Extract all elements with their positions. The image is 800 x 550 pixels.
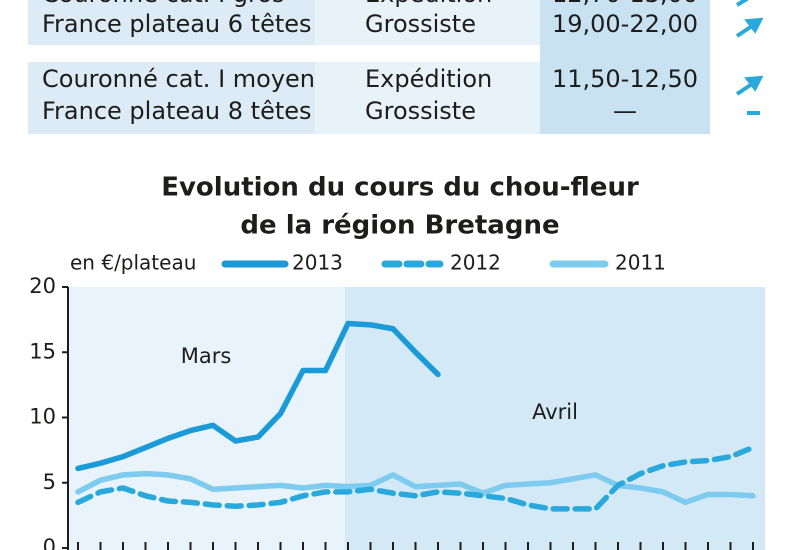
series-line [75,320,441,472]
table-cell: Expédition [365,65,492,93]
table-cell: Expédition [365,0,492,8]
table-cell: 19,00-22,00 [552,10,698,38]
table-cell: Couronné cat. I moyen [42,65,315,93]
y-tick-label: 0 [43,535,56,550]
chart-title: de la région Bretagne [240,211,559,241]
y-tick-label: 20 [29,274,56,298]
trend-up [735,0,764,115]
y-tick-label: 5 [43,470,56,494]
chart-title: Evolution du cours du chou-fleur [161,173,639,203]
y-tick-label: 15 [29,339,56,363]
table-cell: Grossiste [365,10,476,38]
table-cell: 12,70-13,00 [552,0,698,8]
legend-label: 2012 [450,251,501,275]
table-cell: France plateau 6 têtes [42,10,312,38]
table-cell: — [613,97,637,125]
table-cell: France plateau 8 têtes [42,97,312,125]
annotation: Avril [532,400,578,424]
annotation: Mars [181,344,232,368]
y-tick-label: 10 [29,405,56,429]
series-line [75,444,756,512]
table-cell: Couronné cat. I gros [42,0,285,8]
series-line [75,470,756,506]
plot-bg-march [68,287,345,550]
price-col-bg [540,0,710,134]
legend-label: 2013 [292,251,343,275]
table-cell: Grossiste [365,97,476,125]
y-axis-label: en €/plateau [70,251,196,275]
legend-label: 2011 [615,251,666,275]
table-col-bg [315,0,540,134]
table-cell: 11,50-12,50 [552,65,698,93]
